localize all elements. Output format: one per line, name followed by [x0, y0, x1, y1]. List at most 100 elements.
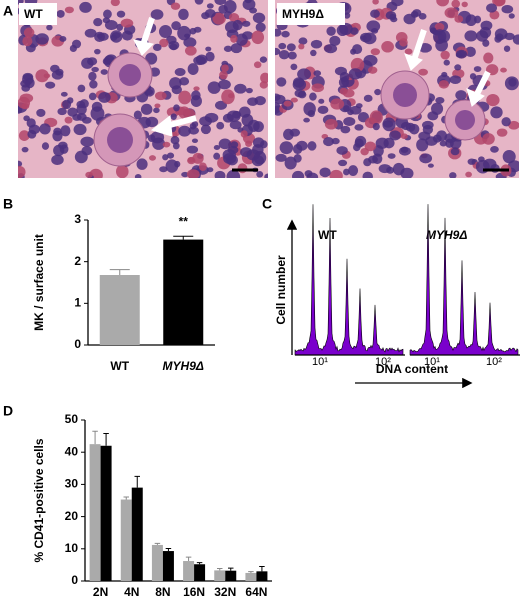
cell [205, 46, 212, 52]
y-tick-label: 40 [65, 444, 79, 458]
cell [307, 110, 315, 118]
bar [162, 551, 174, 581]
cell [229, 120, 242, 130]
cell [241, 20, 251, 27]
cell [46, 24, 53, 31]
error-bar [248, 571, 254, 573]
cell [307, 141, 317, 151]
cell [218, 138, 232, 150]
cell [440, 50, 450, 60]
cell [339, 22, 353, 36]
y-tick-label: 3 [74, 212, 81, 226]
cell [310, 49, 317, 57]
cell [493, 0, 506, 7]
axis-label: DNA content [376, 362, 448, 376]
cell [73, 123, 87, 136]
cell [340, 125, 351, 134]
cell [178, 125, 191, 137]
bar [120, 499, 132, 581]
cell [422, 120, 434, 130]
cell [370, 48, 381, 56]
cell [483, 52, 494, 64]
cell [338, 159, 348, 167]
bar [245, 572, 257, 581]
label-box [19, 3, 57, 25]
cell [23, 27, 35, 38]
cell [121, 30, 133, 41]
cell [177, 25, 191, 41]
cell [450, 147, 460, 156]
cell [508, 13, 515, 19]
cell [389, 13, 397, 21]
cell [317, 105, 329, 114]
label-box [277, 3, 345, 25]
cell [464, 30, 478, 42]
histogram [294, 204, 404, 356]
cell [136, 158, 148, 170]
cell [167, 152, 175, 159]
panel-label: C [262, 196, 272, 212]
cell [116, 164, 129, 178]
cell [251, 30, 265, 45]
cell [240, 130, 248, 138]
cell [222, 149, 236, 161]
cell [79, 99, 89, 109]
bar [183, 561, 195, 581]
cell [222, 113, 234, 123]
cell [500, 67, 507, 73]
cell [467, 158, 476, 165]
tick-label: 10² [486, 356, 502, 368]
cell [252, 12, 266, 24]
bar [100, 445, 112, 581]
cell [479, 26, 492, 39]
cell [362, 32, 377, 45]
cell [173, 104, 180, 112]
cell [323, 137, 334, 147]
cell [502, 149, 516, 164]
cell [412, 9, 422, 17]
cell [242, 0, 256, 11]
cell [85, 171, 93, 178]
bar [194, 564, 206, 581]
cell [204, 8, 216, 18]
cell [178, 8, 189, 20]
cell [207, 81, 221, 94]
cell [364, 141, 377, 152]
cell [247, 97, 259, 106]
cell [81, 145, 93, 156]
cell [152, 43, 162, 52]
cell [275, 153, 287, 162]
cell [404, 48, 413, 55]
cell [120, 18, 134, 28]
cell [134, 174, 142, 178]
cell [226, 169, 241, 178]
cell [278, 50, 290, 60]
cell [170, 136, 180, 145]
histology-image [18, 0, 268, 178]
cell [223, 45, 233, 52]
cell [213, 145, 221, 151]
cell [418, 13, 427, 20]
cell [145, 52, 158, 65]
cell [391, 0, 404, 7]
cell [186, 169, 200, 178]
group-label: MYH9Δ [426, 228, 467, 242]
cell [355, 103, 363, 109]
cell [298, 43, 305, 50]
cell [234, 83, 247, 94]
cell [27, 129, 37, 139]
cell [439, 140, 448, 147]
cell [193, 56, 207, 66]
cell [159, 38, 169, 48]
cell [352, 44, 363, 55]
cell [279, 141, 294, 155]
cell [90, 106, 105, 121]
cell [98, 92, 111, 103]
cell [435, 97, 445, 104]
error-bar [173, 235, 194, 240]
cell [399, 38, 408, 47]
cell [330, 98, 345, 110]
cell [159, 166, 168, 173]
cell [419, 153, 433, 164]
cell [427, 163, 434, 168]
